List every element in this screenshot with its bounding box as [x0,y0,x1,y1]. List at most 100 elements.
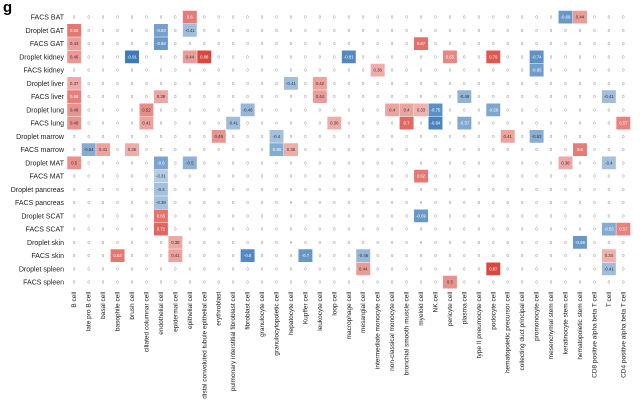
cell-zero-label: 0 [261,28,264,33]
cell-zero-label: 0 [579,54,582,59]
column-label: granulocytopoietic cell [274,291,281,356]
cell-zero-label: 0 [535,187,538,192]
cell-value-label: -0.8 [244,253,252,258]
cell-value-label: 0.44 [316,94,325,99]
cell-zero-label: 0 [87,15,90,20]
cell-zero-label: 0 [550,174,553,179]
cell-zero-label: 0 [145,54,148,59]
cell-zero-label: 0 [333,54,336,59]
heatmap-cell [153,37,168,50]
cell-zero-label: 0 [102,94,105,99]
cell-zero-label: 0 [391,240,394,245]
cell-zero-label: 0 [348,41,351,46]
cell-value-label: 0.41 [171,253,180,258]
cell-zero-label: 0 [160,147,163,152]
cell-zero-label: 0 [102,187,105,192]
cell-zero-label: 0 [348,266,351,271]
cell-zero-label: 0 [290,240,293,245]
cell-zero-label: 0 [218,240,221,245]
cell-zero-label: 0 [420,28,423,33]
cell-zero-label: 0 [434,41,437,46]
heatmap-cell [558,156,573,170]
cell-zero-label: 0 [261,213,264,218]
cell-zero-label: 0 [319,15,322,20]
cell-zero-label: 0 [535,94,538,99]
cell-zero-label: 0 [131,266,134,271]
cell-zero-label: 0 [218,266,221,271]
cell-zero-label: 0 [218,107,221,112]
heatmap-cell [327,116,342,130]
cell-zero-label: 0 [275,68,278,73]
cell-value-label: -0.91 [127,54,137,59]
cell-value-label: 0.6 [577,147,584,152]
cell-zero-label: 0 [145,213,148,218]
cell-zero-label: 0 [622,160,625,165]
cell-zero-label: 0 [304,134,307,139]
heatmap-cell [67,24,82,37]
cell-zero-label: 0 [507,240,510,245]
cell-value-label: -0.84 [431,121,441,126]
column-label: bronchial smooth muscle cell [404,291,411,375]
cell-zero-label: 0 [73,213,76,218]
row-label: FACS pancreas [15,200,65,207]
cell-zero-label: 0 [622,107,625,112]
column-label: erythroblast [216,292,223,326]
row-label: FACS kidney [24,68,65,75]
cell-zero-label: 0 [622,266,625,271]
cell-zero-label: 0 [420,81,423,86]
cell-zero-label: 0 [290,160,293,165]
cell-zero-label: 0 [73,240,76,245]
cell-zero-label: 0 [362,28,365,33]
cell-value-label: 0.67 [417,41,426,46]
cell-zero-label: 0 [507,107,510,112]
heatmap-cell [81,143,96,156]
cell-zero-label: 0 [304,174,307,179]
cell-zero-label: 0 [131,15,134,20]
cell-zero-label: 0 [550,81,553,86]
cell-zero-label: 0 [203,213,206,218]
cell-zero-label: 0 [333,160,336,165]
cell-zero-label: 0 [174,160,177,165]
cell-zero-label: 0 [290,121,293,126]
cell-zero-label: 0 [333,187,336,192]
cell-zero-label: 0 [275,200,278,205]
cell-zero-label: 0 [463,227,466,232]
column-label: late pro B cell [86,291,93,331]
heatmap-cell [284,77,298,90]
cell-zero-label: 0 [275,266,278,271]
cell-zero-label: 0 [405,15,408,20]
cell-zero-label: 0 [174,174,177,179]
cell-zero-label: 0 [304,81,307,86]
cell-zero-label: 0 [189,187,192,192]
heatmap-cell [428,103,443,117]
heatmap-cell [269,143,284,156]
cell-zero-label: 0 [564,227,567,232]
cell-zero-label: 0 [405,174,408,179]
cell-zero-label: 0 [174,54,177,59]
cell-zero-label: 0 [608,200,611,205]
cell-zero-label: 0 [434,280,437,285]
cell-zero-label: 0 [492,147,495,152]
cell-zero-label: 0 [362,121,365,126]
cell-zero-label: 0 [579,94,582,99]
row-label: FACS lung [31,121,65,128]
cell-zero-label: 0 [116,200,119,205]
cell-zero-label: 0 [348,147,351,152]
cell-zero-label: 0 [203,240,206,245]
cell-zero-label: 0 [87,94,90,99]
cell-zero-label: 0 [376,240,379,245]
cell-zero-label: 0 [189,81,192,86]
cell-zero-label: 0 [246,28,249,33]
cell-zero-label: 0 [564,134,567,139]
cell-zero-label: 0 [290,15,293,20]
cell-zero-label: 0 [116,266,119,271]
cell-zero-label: 0 [492,68,495,73]
cell-zero-label: 0 [521,147,524,152]
cell-zero-label: 0 [290,280,293,285]
cell-zero-label: 0 [189,68,192,73]
cell-zero-label: 0 [131,107,134,112]
column-label: mesangial cell [360,291,367,333]
cell-value-label: -0.58 [488,107,498,112]
cell-zero-label: 0 [376,81,379,86]
